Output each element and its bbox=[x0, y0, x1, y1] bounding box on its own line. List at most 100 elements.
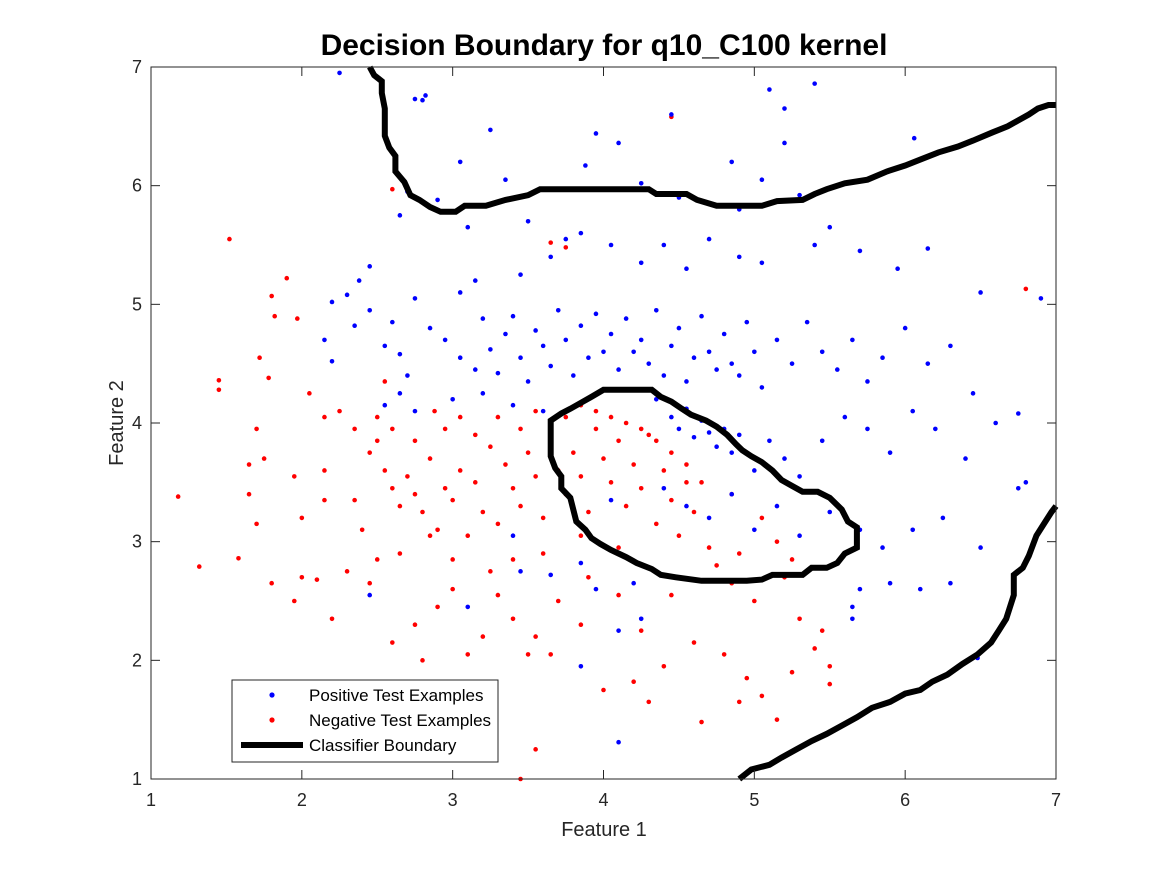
x-tick-label: 2 bbox=[297, 790, 307, 810]
positive-point bbox=[736, 432, 742, 438]
positive-point bbox=[525, 379, 531, 384]
negative-point bbox=[374, 557, 380, 562]
positive-point bbox=[978, 290, 983, 295]
negative-point bbox=[397, 503, 403, 509]
positive-point bbox=[887, 580, 893, 586]
negative-point bbox=[254, 426, 259, 432]
negative-point bbox=[608, 480, 614, 485]
positive-point bbox=[699, 313, 704, 319]
negative-point bbox=[299, 515, 305, 521]
positive-point bbox=[759, 177, 765, 183]
positive-point bbox=[684, 379, 689, 384]
negative-point bbox=[744, 675, 750, 681]
positive-point bbox=[729, 491, 735, 497]
positive-point bbox=[759, 385, 765, 390]
positive-point bbox=[759, 260, 765, 266]
positive-point bbox=[427, 325, 433, 331]
positive-point bbox=[963, 456, 968, 461]
negative-point bbox=[548, 240, 554, 245]
positive-point bbox=[367, 264, 373, 269]
negative-point bbox=[465, 533, 471, 539]
positive-point bbox=[797, 192, 802, 198]
positive-point bbox=[583, 163, 588, 168]
legend: Positive Test Examples Negative Test Exa… bbox=[231, 679, 499, 763]
negative-point bbox=[1023, 286, 1029, 292]
negative-point bbox=[571, 450, 576, 455]
positive-point bbox=[653, 396, 659, 402]
positive-point bbox=[397, 213, 403, 218]
positive-point bbox=[442, 337, 448, 343]
positive-point bbox=[472, 278, 478, 283]
negative-point bbox=[503, 462, 508, 467]
positive-point bbox=[382, 402, 388, 408]
negative-point bbox=[269, 580, 274, 586]
negative-point bbox=[307, 391, 312, 396]
negative-point bbox=[216, 387, 222, 393]
negative-point bbox=[450, 586, 455, 592]
negative-point bbox=[646, 699, 652, 705]
negative-point bbox=[653, 521, 659, 527]
negative-point bbox=[540, 551, 546, 556]
negative-point bbox=[457, 468, 463, 473]
positive-point bbox=[911, 135, 917, 141]
y-tick-label: 5 bbox=[132, 294, 142, 314]
positive-point bbox=[729, 450, 735, 455]
positive-point bbox=[970, 391, 976, 396]
negative-point bbox=[789, 669, 795, 675]
positive-point bbox=[586, 355, 591, 361]
negative-point bbox=[684, 462, 689, 467]
positive-point bbox=[819, 438, 825, 444]
positive-point bbox=[563, 337, 569, 343]
boundary-group bbox=[367, 65, 1059, 782]
positive-point bbox=[669, 112, 674, 117]
positive-point bbox=[548, 572, 554, 578]
positive-point bbox=[1015, 485, 1021, 491]
negative-point bbox=[797, 616, 802, 622]
positive-point bbox=[510, 313, 516, 319]
plot-area: 1 2 3 4 5 6 7 1 2 3 4 5 6 7 bbox=[132, 57, 1061, 810]
positive-point bbox=[948, 580, 953, 586]
x-axis-label: Feature 1 bbox=[561, 819, 647, 841]
y-tick-label: 7 bbox=[132, 57, 142, 77]
positive-point bbox=[322, 337, 327, 343]
positive-point bbox=[412, 96, 418, 102]
legend-marker-positive bbox=[269, 692, 275, 698]
positive-point bbox=[465, 224, 471, 230]
negative-point bbox=[337, 408, 342, 414]
negative-point bbox=[397, 551, 403, 556]
negative-point bbox=[269, 293, 274, 299]
positive-point bbox=[423, 93, 428, 98]
negative-point bbox=[759, 693, 765, 699]
positive-point bbox=[857, 586, 863, 592]
positive-point bbox=[684, 503, 689, 509]
positive-point bbox=[744, 319, 750, 325]
positive-point bbox=[457, 290, 463, 295]
negative-point bbox=[450, 497, 455, 503]
positive-point bbox=[842, 414, 848, 420]
negative-point bbox=[623, 503, 629, 509]
chart-title: Decision Boundary for q10_C100 kernel bbox=[321, 29, 888, 62]
positive-point bbox=[917, 586, 923, 592]
positive-point bbox=[1015, 411, 1021, 416]
positive-point bbox=[329, 299, 335, 305]
positive-point bbox=[782, 140, 787, 146]
positive-point bbox=[850, 337, 855, 343]
positive-point bbox=[616, 367, 621, 372]
negative-point bbox=[272, 313, 277, 319]
negative-point bbox=[691, 509, 697, 515]
negative-point bbox=[736, 551, 742, 556]
negative-point bbox=[322, 468, 327, 473]
negative-point bbox=[374, 414, 380, 420]
x-tick-label: 5 bbox=[749, 790, 759, 810]
negative-point bbox=[374, 438, 380, 444]
positive-point bbox=[548, 363, 554, 369]
negative-point bbox=[295, 316, 300, 321]
y-axis-label: Feature 2 bbox=[106, 380, 128, 466]
positive-point bbox=[850, 616, 855, 622]
positive-points-group bbox=[322, 70, 1044, 745]
negative-point bbox=[616, 438, 621, 444]
negative-point bbox=[586, 509, 591, 515]
positive-point bbox=[356, 278, 362, 283]
positive-point bbox=[601, 349, 606, 355]
negative-point bbox=[488, 444, 493, 450]
